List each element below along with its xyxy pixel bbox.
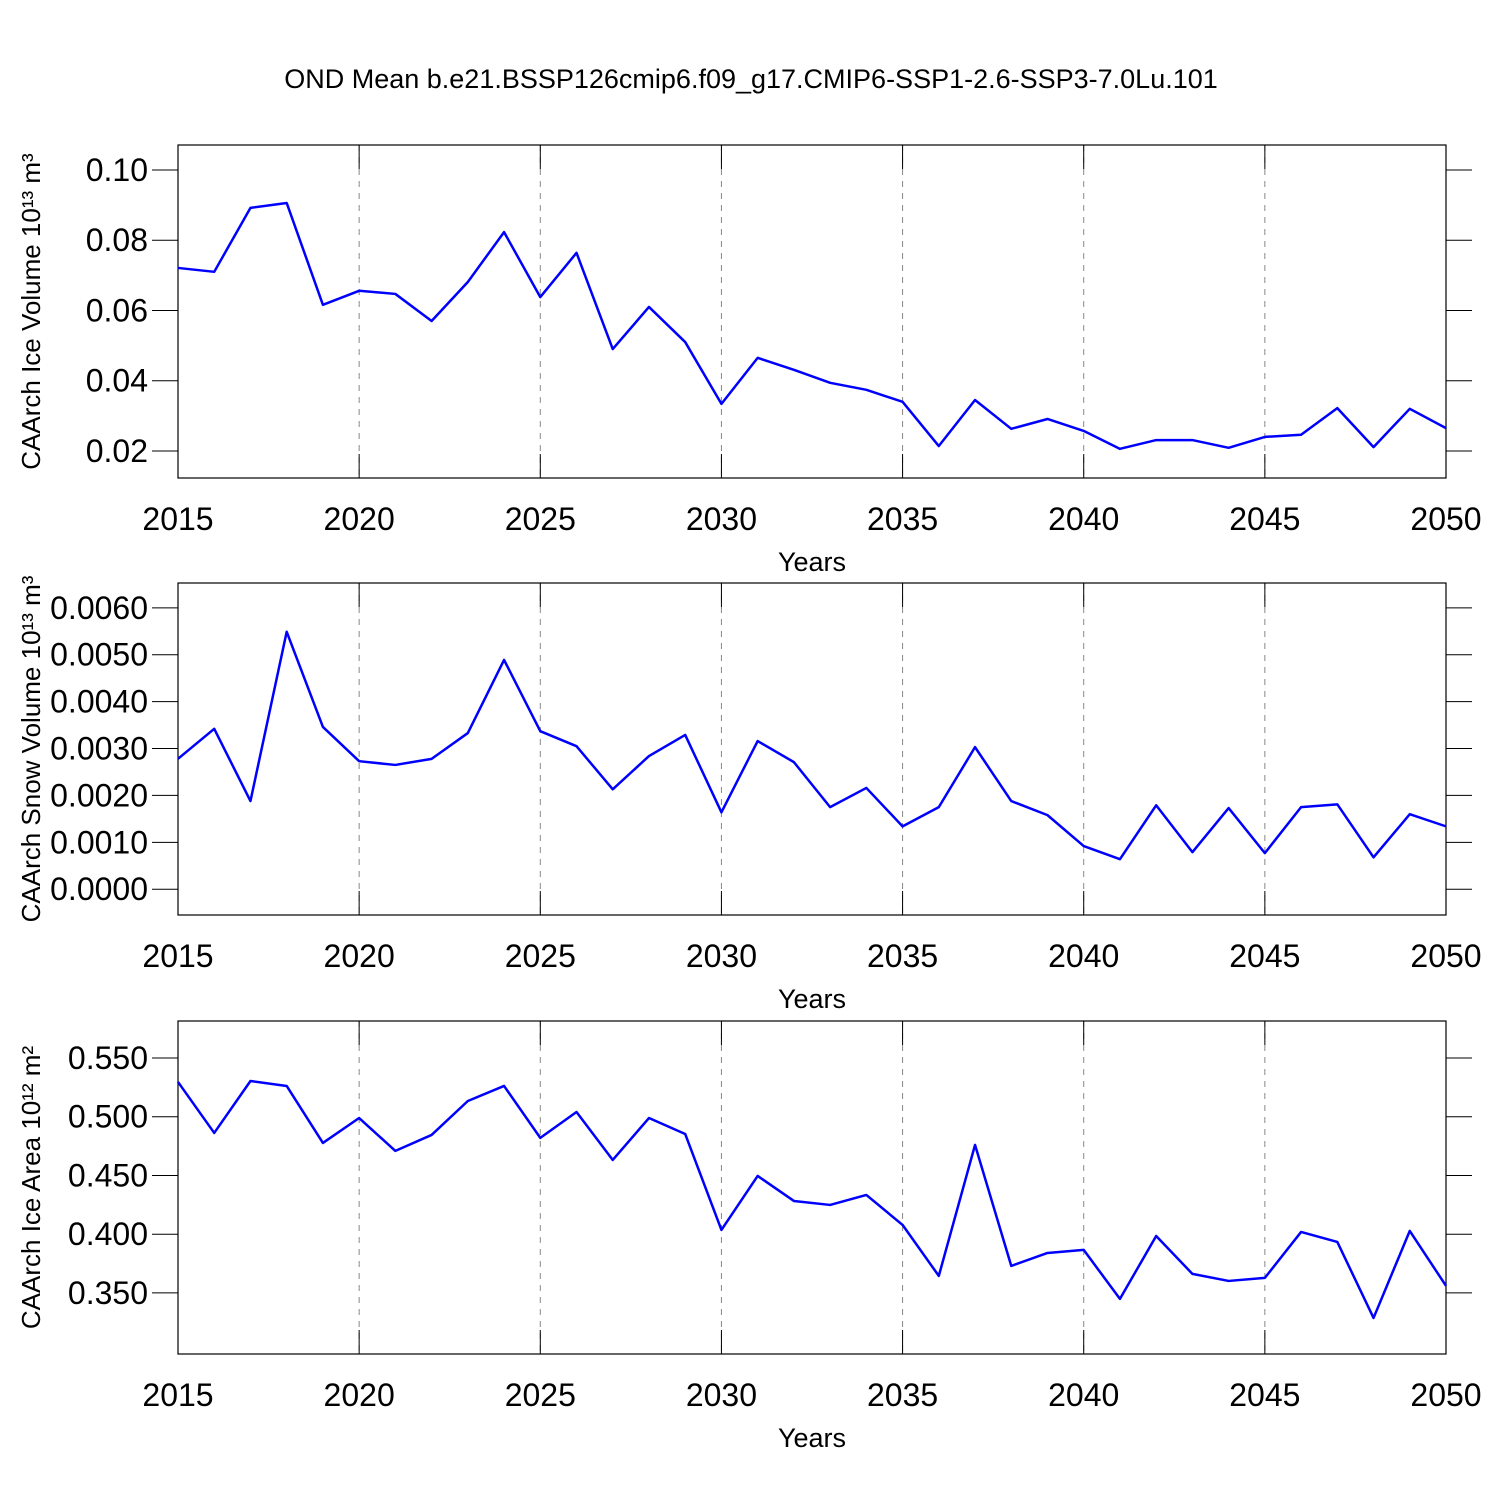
data-line <box>177 201 1447 451</box>
y-axis-label: CAArch Ice Area 10¹² m² <box>16 1046 46 1330</box>
x-tick-label: 2015 <box>142 1377 213 1413</box>
panel: 2015 2020 2025 2030 2035 2040 2045 2050 0.02 0.04… <box>16 144 1482 577</box>
x-tick-label: 2045 <box>1229 501 1300 537</box>
x-tick-label: 2030 <box>686 938 757 974</box>
data-line <box>177 630 1447 861</box>
x-axis-label: Years <box>778 547 846 577</box>
x-tick-label: 2020 <box>324 501 395 537</box>
y-tick-label: 0.0020 <box>50 777 148 813</box>
y-tick-label: 0.550 <box>68 1040 148 1076</box>
x-tick-label: 2045 <box>1229 938 1300 974</box>
x-axis-label: Years <box>778 1423 846 1453</box>
x-tick-label: 2025 <box>505 1377 576 1413</box>
x-tick-label: 2050 <box>1410 501 1481 537</box>
data-line <box>176 1079 1448 1320</box>
x-tick-label: 2050 <box>1410 938 1481 974</box>
y-tick-label: 0.0000 <box>50 871 148 907</box>
y-tick-label: 0.400 <box>68 1216 148 1252</box>
y-tick-label: 0.04 <box>86 363 148 399</box>
plot-frame <box>177 1020 1447 1355</box>
y-tick-label: 0.450 <box>68 1157 148 1193</box>
panel: 2015 2020 2025 2030 2035 2040 2045 2050 0.350 0.4… <box>16 1020 1482 1453</box>
y-axis-label: CAArch Snow Volume 10¹³ m³ <box>16 575 46 922</box>
y-tick-label: 0.02 <box>86 433 148 469</box>
y-axis-label: CAArch Ice Volume 10¹³ m³ <box>16 153 46 470</box>
plot-frame <box>177 582 1447 916</box>
chart-title: OND Mean b.e21.BSSP126cmip6.f09_g17.CMIP… <box>284 64 1218 94</box>
x-axis-label: Years <box>778 984 846 1014</box>
y-tick-label: 0.500 <box>68 1099 148 1135</box>
y-tick-label: 0.0030 <box>50 731 148 767</box>
x-tick-label: 2050 <box>1410 1377 1481 1413</box>
y-tick-label: 0.0010 <box>50 824 148 860</box>
x-tick-label: 2025 <box>505 501 576 537</box>
x-tick-label: 2040 <box>1048 1377 1119 1413</box>
x-tick-label: 2040 <box>1048 501 1119 537</box>
y-tick-label: 0.0040 <box>50 684 148 720</box>
y-tick-label: 0.08 <box>86 222 148 258</box>
x-tick-label: 2030 <box>686 1377 757 1413</box>
x-tick-label: 2040 <box>1048 938 1119 974</box>
x-tick-label: 2025 <box>505 938 576 974</box>
x-tick-label: 2035 <box>867 1377 938 1413</box>
y-tick-label: 0.0050 <box>50 637 148 673</box>
y-tick-label: 0.10 <box>86 152 148 188</box>
x-tick-label: 2045 <box>1229 1377 1300 1413</box>
x-tick-label: 2030 <box>686 501 757 537</box>
x-tick-label: 2035 <box>867 938 938 974</box>
y-tick-label: 0.0060 <box>50 590 148 626</box>
x-tick-label: 2020 <box>324 938 395 974</box>
plot-frame <box>177 144 1447 479</box>
y-tick-label: 0.350 <box>68 1275 148 1311</box>
x-tick-label: 2020 <box>324 1377 395 1413</box>
x-tick-label: 2015 <box>142 501 213 537</box>
y-tick-label: 0.06 <box>86 292 148 328</box>
panel: 2015 2020 2025 2030 2035 2040 2045 2050 0.0000 0.… <box>16 575 1482 1014</box>
x-tick-label: 2035 <box>867 501 938 537</box>
x-tick-label: 2015 <box>142 938 213 974</box>
